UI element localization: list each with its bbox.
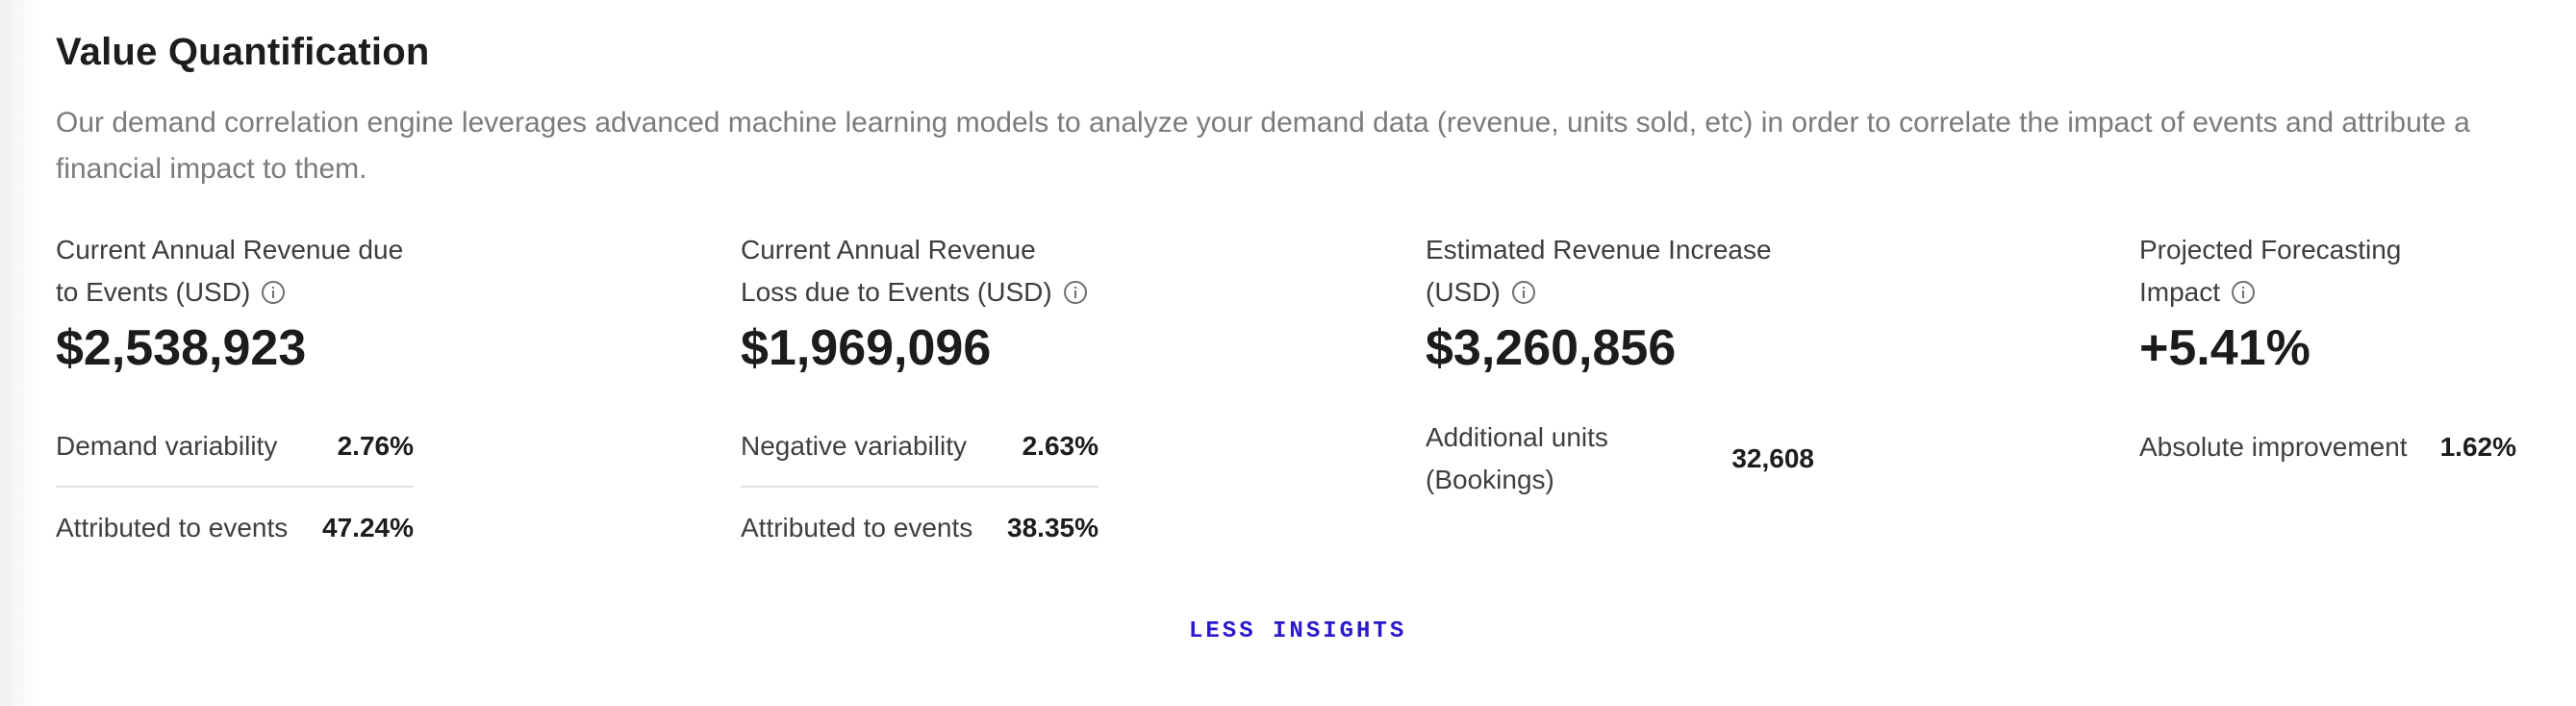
stat-label: Demand variability <box>56 431 278 461</box>
metric-revenue-loss: Current Annual Revenue Loss due to Event… <box>741 229 1099 542</box>
stat-label: Negative variability <box>741 431 967 461</box>
section-description: Our demand correlation engine leverages … <box>56 107 2470 185</box>
metric-label-line1: Current Annual Revenue <box>741 235 1036 265</box>
metric-label-line1: Current Annual Revenue due <box>56 235 404 265</box>
stat-value: 32,608 <box>1731 443 1814 473</box>
metric-value: +5.41% <box>2139 320 2311 376</box>
info-icon[interactable] <box>1511 281 1535 304</box>
metric-stats: Negative variability 2.63% Attributed to… <box>741 407 1099 568</box>
info-icon[interactable] <box>1063 281 1087 304</box>
metric-label: Current Annual Revenue due to Events (US… <box>56 229 403 314</box>
metric-label-line1: Estimated Revenue Increase <box>1426 235 1772 265</box>
metric-label-line2: Impact <box>2139 277 2221 307</box>
metric-label-line2: (USD) <box>1426 277 1501 307</box>
metric-label: Current Annual Revenue Loss due to Event… <box>741 229 1087 314</box>
stat-value: 47.24% <box>322 513 414 542</box>
less-insights-button[interactable]: LESS INSIGHTS <box>1189 618 1407 644</box>
metric-estimated-revenue-increase: Estimated Revenue Increase (USD) $3,260,… <box>1426 229 1814 494</box>
stat-value: 1.62% <box>2439 432 2516 462</box>
metric-stats: Absolute improvement 1.62% <box>2139 407 2516 488</box>
info-icon[interactable] <box>262 281 286 304</box>
stat-row: Absolute improvement 1.62% <box>2139 407 2516 488</box>
stat-label-line1: Additional units <box>1426 422 1608 452</box>
stat-row: Demand variability 2.76% <box>56 407 414 488</box>
stat-label: Attributed to events <box>741 513 973 542</box>
value-quantification-panel: Value Quantification Our demand correlat… <box>56 0 2557 706</box>
stat-row: Negative variability 2.63% <box>741 407 1099 488</box>
info-icon[interactable] <box>2232 281 2256 304</box>
metric-current-annual-revenue: Current Annual Revenue due to Events (US… <box>56 229 414 542</box>
stat-row: Additional units (Bookings) 32,608 <box>1426 416 1814 501</box>
metric-label-line2: Loss due to Events (USD) <box>741 277 1052 307</box>
metric-projected-forecasting-impact: Projected Forecasting Impact +5.41% Abso… <box>2139 229 2516 462</box>
stat-label: Absolute improvement <box>2139 432 2408 462</box>
metric-label-line2: to Events (USD) <box>56 277 251 307</box>
metric-stats: Demand variability 2.76% Attributed to e… <box>56 407 414 568</box>
metric-value: $1,969,096 <box>741 320 992 376</box>
stat-value: 2.76% <box>337 431 414 461</box>
metric-value: $2,538,923 <box>56 320 307 376</box>
metric-value: $3,260,856 <box>1426 320 1677 376</box>
section-title: Value Quantification <box>56 31 430 73</box>
stat-label-line2: (Bookings) <box>1426 465 1554 494</box>
left-edge-shade <box>0 0 42 706</box>
stat-row: Attributed to events 47.24% <box>56 488 414 568</box>
metric-stats: Additional units (Bookings) 32,608 <box>1426 416 1814 501</box>
stat-label: Attributed to events <box>56 513 289 542</box>
stat-value: 38.35% <box>1007 513 1099 542</box>
stat-row: Attributed to events 38.35% <box>741 488 1099 568</box>
metric-label-line1: Projected Forecasting <box>2139 235 2402 265</box>
metric-label: Projected Forecasting Impact <box>2139 229 2401 314</box>
stat-label: Additional units (Bookings) <box>1426 416 1608 501</box>
metric-label: Estimated Revenue Increase (USD) <box>1426 229 1772 314</box>
stat-value: 2.63% <box>1022 431 1099 461</box>
